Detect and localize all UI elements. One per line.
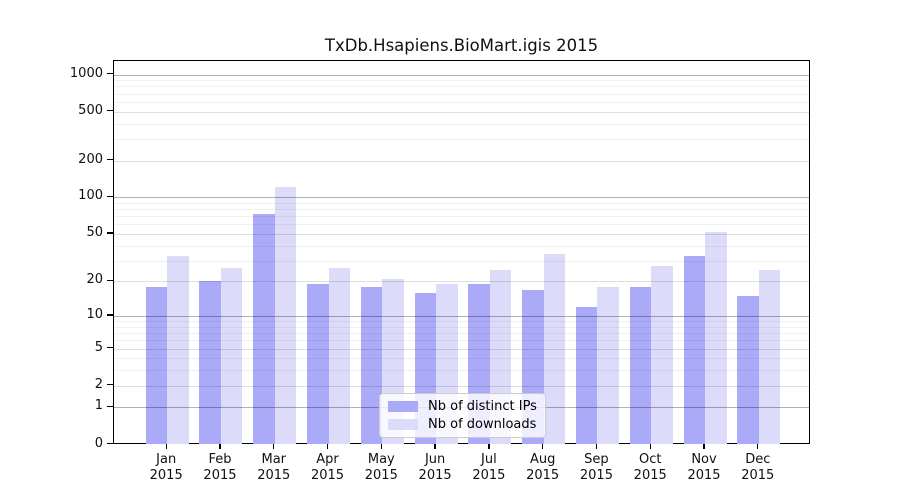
y-tick-label-100: 100 (78, 188, 103, 204)
x-tick-mark-aug (541, 443, 544, 449)
y-tick-mark-50 (107, 232, 113, 234)
x-tick-year: 2015 (203, 468, 237, 483)
y-tick-mark-200 (107, 158, 113, 161)
y-tick-label-1: 1 (94, 398, 103, 414)
bar-downloads-nov (705, 231, 727, 445)
y-tick-mark-1 (107, 405, 113, 408)
y-tick-mark-0 (107, 442, 113, 445)
bar-downloads-mar (274, 186, 297, 445)
x-tick-mark-jan (165, 443, 167, 449)
x-tick-mark-jun (434, 443, 436, 449)
x-tick-month: Aug (529, 451, 556, 467)
x-tick-year: 2015 (579, 468, 613, 483)
bar-distinct-ips-jan (145, 286, 168, 445)
y-tick-label-0: 0 (94, 435, 103, 451)
y-tick-mark-10 (107, 314, 113, 316)
x-tick-mark-feb (219, 443, 221, 449)
y-tick-label-10: 10 (86, 307, 103, 323)
bar-downloads-apr (328, 268, 351, 445)
x-tick-month: Sep (584, 451, 609, 467)
x-tick-label-feb: Feb 2015 (188, 452, 252, 485)
y-tick-label-20: 20 (86, 272, 103, 288)
x-tick-mark-nov (703, 443, 705, 449)
chart-title: TxDb.Hsapiens.BioMart.igis 2015 (324, 36, 599, 55)
y-tick-mark-5 (107, 346, 113, 349)
bar-downloads-sep (597, 286, 619, 445)
x-tick-year: 2015 (687, 468, 721, 483)
x-tick-month: May (367, 451, 395, 467)
bar-downloads-jan (167, 255, 189, 445)
y-tick-mark-100 (107, 195, 113, 198)
x-tick-mark-dec (757, 443, 759, 449)
x-tick-year: 2015 (526, 468, 560, 483)
bar-distinct-ips-mar (253, 214, 275, 445)
x-tick-label-mar: Mar 2015 (242, 452, 306, 485)
x-tick-month: Dec (745, 451, 771, 467)
x-tick-year: 2015 (149, 468, 183, 483)
x-tick-label-jul: Jul 2015 (457, 452, 521, 485)
x-tick-label-apr: Apr 2015 (296, 452, 360, 485)
bar-distinct-ips-oct (629, 286, 652, 445)
x-tick-mark-oct (649, 443, 651, 449)
y-tick-mark-1000 (107, 72, 113, 75)
bar-downloads-oct (651, 266, 673, 445)
x-tick-label-nov: Nov 2015 (672, 452, 736, 485)
x-tick-month: Oct (638, 451, 662, 467)
y-tick-mark-2 (107, 383, 113, 386)
x-tick-month: Jun (424, 451, 446, 467)
bar-downloads-feb (220, 268, 243, 445)
x-tick-label-jan: Jan 2015 (134, 452, 198, 485)
x-tick-month: Nov (691, 451, 717, 467)
y-tick-label-500: 500 (78, 102, 103, 118)
legend: Nb of distinct IPs Nb of downloads (379, 392, 546, 438)
legend-label-downloads: Nb of downloads (428, 416, 537, 432)
legend-item-distinct-ips: Nb of distinct IPs (388, 399, 537, 414)
x-tick-mark-may (380, 443, 382, 449)
x-tick-month: Mar (261, 451, 287, 467)
x-tick-year: 2015 (741, 468, 775, 483)
plot-area: Nb of distinct IPs Nb of downloads (113, 59, 810, 445)
bar-distinct-ips-nov (683, 255, 705, 445)
x-tick-label-may: May 2015 (349, 452, 413, 485)
x-tick-label-oct: Oct 2015 (618, 452, 682, 485)
legend-item-downloads: Nb of downloads (388, 417, 537, 432)
x-tick-mark-apr (326, 443, 329, 449)
x-tick-year: 2015 (633, 468, 667, 483)
y-tick-mark-500 (107, 109, 113, 112)
bar-downloads-aug (543, 254, 566, 445)
legend-label-distinct-ips: Nb of distinct IPs (428, 398, 537, 414)
bar-distinct-ips-sep (575, 307, 598, 445)
x-tick-mark-mar (273, 443, 275, 449)
x-tick-month: Jul (481, 451, 497, 467)
bar-distinct-ips-may (360, 286, 383, 445)
y-tick-label-2: 2 (94, 376, 103, 392)
x-tick-mark-jul (488, 443, 490, 449)
bars-layer (114, 61, 809, 445)
legend-swatch-distinct-ips (388, 400, 418, 412)
x-tick-label-jun: Jun 2015 (403, 452, 467, 485)
y-tick-label-200: 200 (78, 151, 103, 167)
bar-downloads-dec (758, 270, 781, 445)
y-tick-label-50: 50 (86, 224, 103, 240)
x-tick-year: 2015 (418, 468, 452, 483)
y-tick-label-5: 5 (94, 339, 103, 355)
x-tick-label-aug: Aug 2015 (511, 452, 575, 485)
x-tick-mark-sep (595, 443, 598, 449)
x-tick-month: Apr (316, 451, 339, 467)
x-tick-month: Jan (156, 451, 177, 467)
bar-distinct-ips-feb (199, 281, 221, 445)
legend-swatch-downloads (388, 418, 418, 430)
bar-distinct-ips-apr (307, 284, 329, 445)
x-tick-month: Feb (208, 451, 232, 467)
y-tick-mark-20 (107, 279, 113, 282)
x-tick-year: 2015 (364, 468, 398, 483)
x-tick-year: 2015 (257, 468, 291, 483)
x-tick-label-dec: Dec 2015 (726, 452, 790, 485)
x-tick-label-sep: Sep 2015 (564, 452, 628, 485)
x-tick-year: 2015 (310, 468, 345, 483)
bar-distinct-ips-dec (737, 296, 759, 445)
x-tick-year: 2015 (472, 468, 506, 483)
y-tick-label-1000: 1000 (69, 65, 103, 81)
